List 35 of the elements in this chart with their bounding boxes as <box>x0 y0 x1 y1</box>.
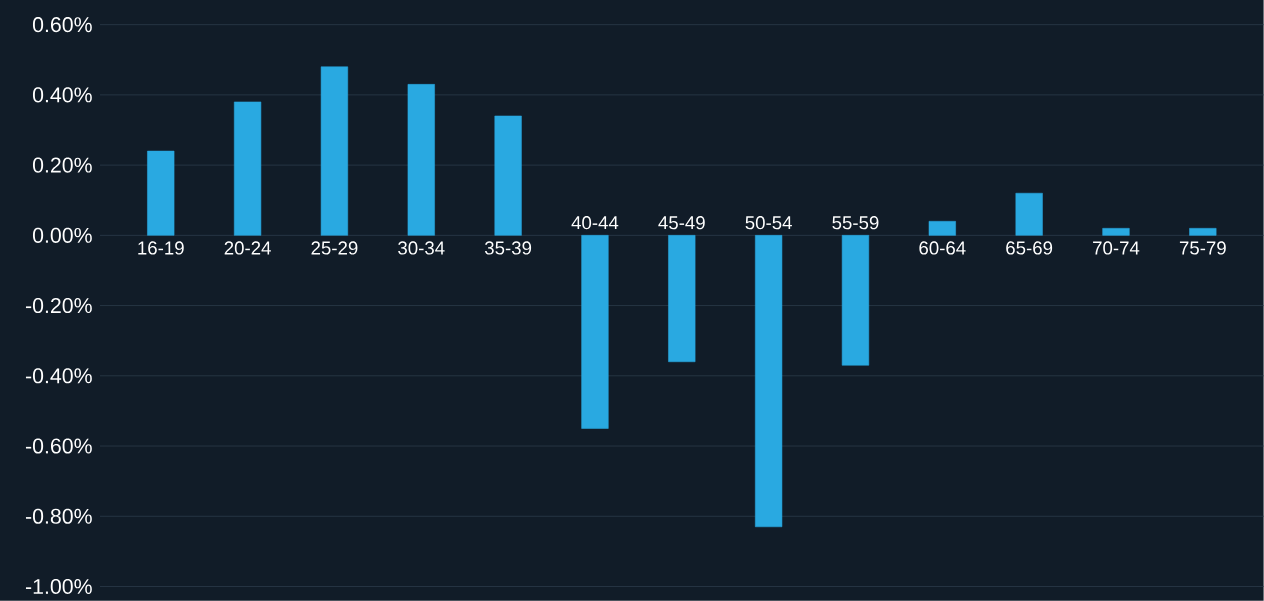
x-tick-label: 35-39 <box>484 241 532 255</box>
y-tick-label: 0.40% <box>32 87 92 103</box>
y-tick-label: -1.00% <box>25 579 92 595</box>
bar <box>1189 228 1217 236</box>
y-tick-label: -0.40% <box>25 368 92 384</box>
bar <box>320 66 349 236</box>
bar <box>494 115 522 236</box>
y-tick-label: -0.60% <box>25 438 92 454</box>
bar <box>581 235 609 429</box>
bar <box>755 235 783 528</box>
x-tick-label: 65-69 <box>1006 241 1053 255</box>
y-tick-label: 0.20% <box>32 157 92 173</box>
bar <box>668 235 696 363</box>
x-tick-label: 60-64 <box>919 241 966 255</box>
x-tick-label: 16-19 <box>138 241 184 255</box>
y-tick-label: 0.60% <box>32 17 92 33</box>
x-tick-label: 45-49 <box>658 216 705 230</box>
bar <box>147 150 175 236</box>
x-tick-label: 25-29 <box>311 241 358 255</box>
bar <box>407 84 435 236</box>
bar <box>1015 193 1043 236</box>
x-tick-label: 20-24 <box>224 241 271 255</box>
bar <box>928 221 956 236</box>
x-tick-label: 75-79 <box>1179 241 1226 255</box>
bar <box>233 101 262 236</box>
bar <box>841 235 870 366</box>
bar <box>1102 228 1130 236</box>
x-tick-label: 40-44 <box>571 216 619 230</box>
x-tick-label: 70-74 <box>1093 241 1140 255</box>
x-tick-label: 50-54 <box>745 216 792 230</box>
x-tick-label: 30-34 <box>398 241 445 255</box>
y-tick-label: -0.80% <box>25 508 92 524</box>
y-tick-label: -0.20% <box>25 298 92 314</box>
y-tick-label: 0.00% <box>32 227 92 243</box>
x-tick-label: 55-59 <box>832 216 879 230</box>
